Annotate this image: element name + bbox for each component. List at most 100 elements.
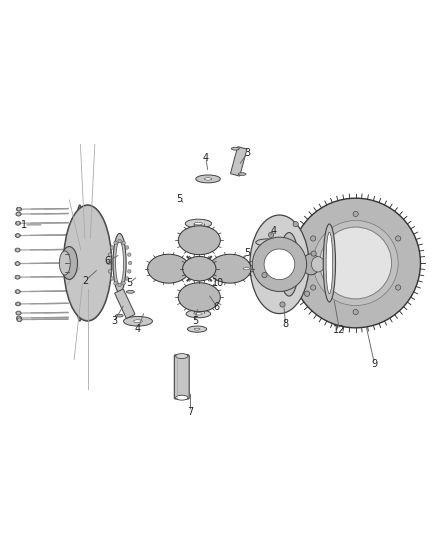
Ellipse shape xyxy=(264,241,271,244)
Ellipse shape xyxy=(116,241,124,285)
Ellipse shape xyxy=(15,233,21,238)
Ellipse shape xyxy=(17,318,22,321)
Ellipse shape xyxy=(15,221,21,225)
Circle shape xyxy=(16,248,19,252)
Text: 4: 4 xyxy=(135,324,141,334)
Circle shape xyxy=(118,239,121,243)
Circle shape xyxy=(18,318,21,321)
Ellipse shape xyxy=(115,314,123,317)
Ellipse shape xyxy=(343,200,353,326)
Ellipse shape xyxy=(279,232,299,296)
Circle shape xyxy=(107,261,111,265)
Ellipse shape xyxy=(185,219,212,228)
Ellipse shape xyxy=(178,282,220,312)
Ellipse shape xyxy=(15,289,21,294)
Text: 7: 7 xyxy=(187,407,194,417)
Text: 6: 6 xyxy=(214,302,220,312)
Circle shape xyxy=(313,221,398,305)
Circle shape xyxy=(16,302,20,306)
Ellipse shape xyxy=(209,254,251,283)
Text: 5: 5 xyxy=(244,248,251,259)
Circle shape xyxy=(304,291,310,296)
Circle shape xyxy=(17,311,20,315)
Ellipse shape xyxy=(302,254,320,275)
Circle shape xyxy=(16,262,19,265)
Ellipse shape xyxy=(16,311,21,315)
Ellipse shape xyxy=(244,268,250,270)
Circle shape xyxy=(125,277,129,280)
Circle shape xyxy=(320,227,392,299)
FancyBboxPatch shape xyxy=(231,147,247,176)
Circle shape xyxy=(262,272,267,278)
Circle shape xyxy=(353,310,358,314)
Circle shape xyxy=(110,246,114,249)
Circle shape xyxy=(114,281,117,285)
Ellipse shape xyxy=(323,224,336,302)
Circle shape xyxy=(125,246,129,249)
Circle shape xyxy=(293,222,298,227)
Text: 3: 3 xyxy=(244,148,251,158)
Circle shape xyxy=(17,316,21,320)
Circle shape xyxy=(127,270,131,273)
Circle shape xyxy=(17,212,20,216)
Circle shape xyxy=(110,277,114,280)
Circle shape xyxy=(114,241,117,245)
Text: 4: 4 xyxy=(271,225,277,236)
Ellipse shape xyxy=(60,251,70,275)
Ellipse shape xyxy=(196,175,220,183)
Ellipse shape xyxy=(176,395,188,400)
Text: 9: 9 xyxy=(371,359,378,369)
Text: 4: 4 xyxy=(203,153,209,163)
Ellipse shape xyxy=(205,177,212,180)
Circle shape xyxy=(280,302,285,307)
Circle shape xyxy=(122,281,125,285)
Circle shape xyxy=(268,232,274,238)
Circle shape xyxy=(311,251,316,256)
Ellipse shape xyxy=(148,254,190,283)
Circle shape xyxy=(108,253,112,256)
Circle shape xyxy=(264,249,295,280)
Ellipse shape xyxy=(64,206,111,320)
Text: 8: 8 xyxy=(283,319,289,329)
Ellipse shape xyxy=(16,207,21,211)
Text: 5: 5 xyxy=(192,316,198,326)
Circle shape xyxy=(396,236,401,241)
Ellipse shape xyxy=(176,353,188,359)
Ellipse shape xyxy=(326,232,333,294)
Text: 6: 6 xyxy=(104,256,110,266)
Ellipse shape xyxy=(256,239,279,246)
Ellipse shape xyxy=(15,302,21,306)
Ellipse shape xyxy=(187,257,211,281)
FancyBboxPatch shape xyxy=(174,355,189,399)
Circle shape xyxy=(16,276,19,279)
Ellipse shape xyxy=(15,262,20,265)
Circle shape xyxy=(252,237,307,292)
Circle shape xyxy=(17,207,21,211)
Ellipse shape xyxy=(195,313,202,315)
Circle shape xyxy=(16,234,20,237)
Circle shape xyxy=(16,290,20,293)
Text: 12: 12 xyxy=(333,325,346,335)
Ellipse shape xyxy=(186,310,211,318)
Ellipse shape xyxy=(75,205,85,321)
Ellipse shape xyxy=(16,212,21,216)
Circle shape xyxy=(127,253,131,256)
Text: 3: 3 xyxy=(111,316,117,326)
Ellipse shape xyxy=(250,215,309,313)
Ellipse shape xyxy=(236,265,258,272)
Ellipse shape xyxy=(15,275,20,279)
Circle shape xyxy=(118,283,121,287)
Circle shape xyxy=(122,241,125,245)
Ellipse shape xyxy=(64,205,112,321)
Circle shape xyxy=(311,236,316,241)
Ellipse shape xyxy=(187,326,207,332)
Ellipse shape xyxy=(61,247,78,279)
Circle shape xyxy=(108,270,112,273)
Text: 2: 2 xyxy=(82,276,88,286)
Text: 5: 5 xyxy=(177,193,183,204)
Circle shape xyxy=(396,285,401,290)
Ellipse shape xyxy=(127,290,134,293)
Ellipse shape xyxy=(183,256,216,281)
Circle shape xyxy=(311,285,316,290)
Ellipse shape xyxy=(194,328,200,330)
